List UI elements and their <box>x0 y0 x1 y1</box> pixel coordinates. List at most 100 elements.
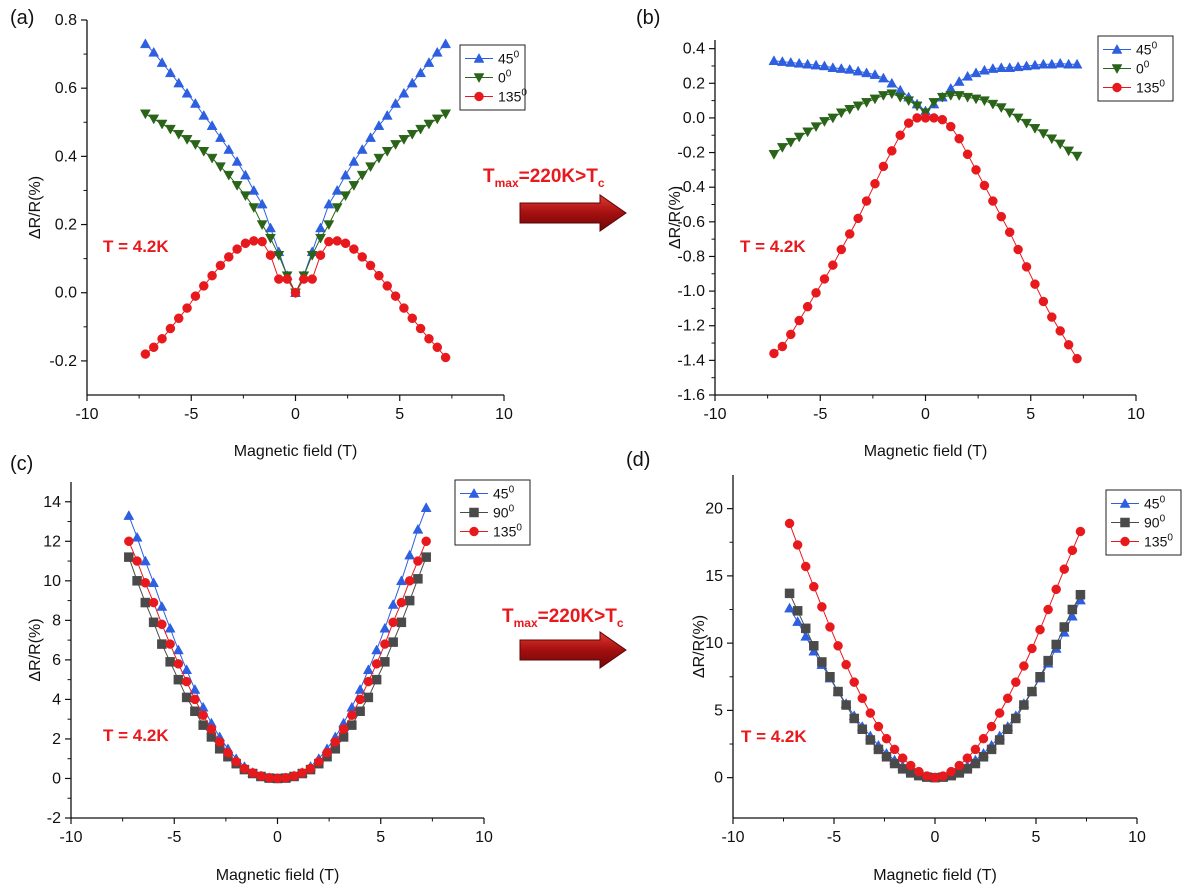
series-45deg <box>768 55 1083 116</box>
tmax-annotation-top: Tmax=220K>Tc <box>483 166 605 190</box>
data-point <box>825 622 835 632</box>
data-point <box>156 601 168 611</box>
data-point <box>994 708 1005 718</box>
data-point <box>190 694 200 705</box>
data-point <box>1037 58 1049 69</box>
data-point <box>979 180 990 191</box>
legend-label: 900 <box>1144 514 1166 531</box>
data-point <box>953 76 965 86</box>
data-point <box>1046 58 1058 69</box>
data-point <box>355 706 365 717</box>
y-axis-title: ΔR/R(%) <box>27 618 44 681</box>
legend-label-sup: 0 <box>516 523 522 534</box>
x-tick-label: 10 <box>1127 406 1145 423</box>
data-point <box>811 288 821 298</box>
y-tick-label: 0.0 <box>683 110 705 127</box>
y-tick-label: -2 <box>47 810 61 827</box>
data-point <box>857 693 868 704</box>
data-point <box>1037 129 1049 140</box>
data-point <box>148 597 159 608</box>
data-point <box>390 140 402 150</box>
y-axis-title: ΔR/R(%) <box>27 176 44 239</box>
data-point <box>1063 146 1075 157</box>
legend-marker <box>474 91 484 102</box>
data-point <box>431 46 443 57</box>
data-point <box>792 540 803 550</box>
data-point <box>272 773 283 784</box>
data-point <box>1019 661 1029 671</box>
data-point <box>986 744 997 755</box>
data-point <box>314 756 324 767</box>
data-point <box>382 281 392 291</box>
data-point <box>768 150 780 160</box>
data-point <box>165 657 175 667</box>
data-point <box>140 578 151 588</box>
data-point <box>181 664 193 675</box>
data-point <box>945 82 957 93</box>
series-90deg <box>784 588 1086 783</box>
series-line <box>789 593 1081 779</box>
data-point <box>945 91 957 101</box>
series-line <box>145 240 446 358</box>
legend-marker <box>1120 517 1130 528</box>
data-point <box>240 169 251 180</box>
x-tick-label: 10 <box>475 829 493 846</box>
data-point <box>256 198 268 209</box>
y-tick-label: 0.2 <box>683 75 705 92</box>
data-point <box>297 768 308 778</box>
data-point <box>431 114 443 125</box>
data-point <box>987 99 999 110</box>
data-point <box>374 270 384 281</box>
data-point <box>156 57 168 67</box>
y-tick-label: -1.4 <box>677 352 705 369</box>
data-point <box>784 602 795 613</box>
data-point <box>889 758 900 769</box>
legend-label-base: 90 <box>493 505 509 521</box>
data-point <box>793 132 805 143</box>
data-point <box>173 674 184 685</box>
y-tick-label: 5 <box>714 702 723 719</box>
data-point <box>365 260 376 271</box>
y-axis-title: ΔR/R(%) <box>691 615 708 678</box>
series-0deg <box>768 89 1083 162</box>
y-tick-label: -0.6 <box>677 214 705 231</box>
data-point <box>189 684 201 694</box>
data-point <box>978 733 989 744</box>
data-point <box>413 556 423 566</box>
data-point <box>894 92 906 103</box>
series-line <box>789 523 1081 779</box>
data-point <box>420 502 432 512</box>
legend-label-sup: 0 <box>1160 495 1166 506</box>
data-point <box>889 744 900 755</box>
data-point <box>1013 244 1023 255</box>
legend-label-base: 90 <box>1144 515 1160 531</box>
data-point <box>903 118 914 128</box>
data-point <box>356 170 368 181</box>
data-point <box>930 772 940 783</box>
x-tick-label: 10 <box>495 406 513 423</box>
series-line <box>128 556 427 780</box>
data-point <box>962 753 973 763</box>
data-point <box>1002 724 1013 734</box>
legend-label: 1350 <box>498 88 527 105</box>
data-point <box>406 77 418 88</box>
data-point <box>232 244 242 254</box>
data-point <box>878 161 889 172</box>
data-point <box>305 763 316 774</box>
data-point <box>817 657 827 667</box>
data-point <box>371 674 382 685</box>
data-point <box>404 595 415 606</box>
data-point <box>324 236 334 247</box>
data-point <box>365 162 376 173</box>
data-point <box>841 700 851 710</box>
data-point <box>124 552 134 562</box>
data-point <box>978 752 989 762</box>
x-tick-label: -5 <box>167 829 181 846</box>
data-point <box>962 764 973 774</box>
data-point <box>1075 526 1086 537</box>
data-point <box>206 153 218 164</box>
data-point <box>827 113 839 124</box>
data-point <box>349 244 359 254</box>
data-point <box>869 69 881 79</box>
data-point <box>388 617 398 628</box>
